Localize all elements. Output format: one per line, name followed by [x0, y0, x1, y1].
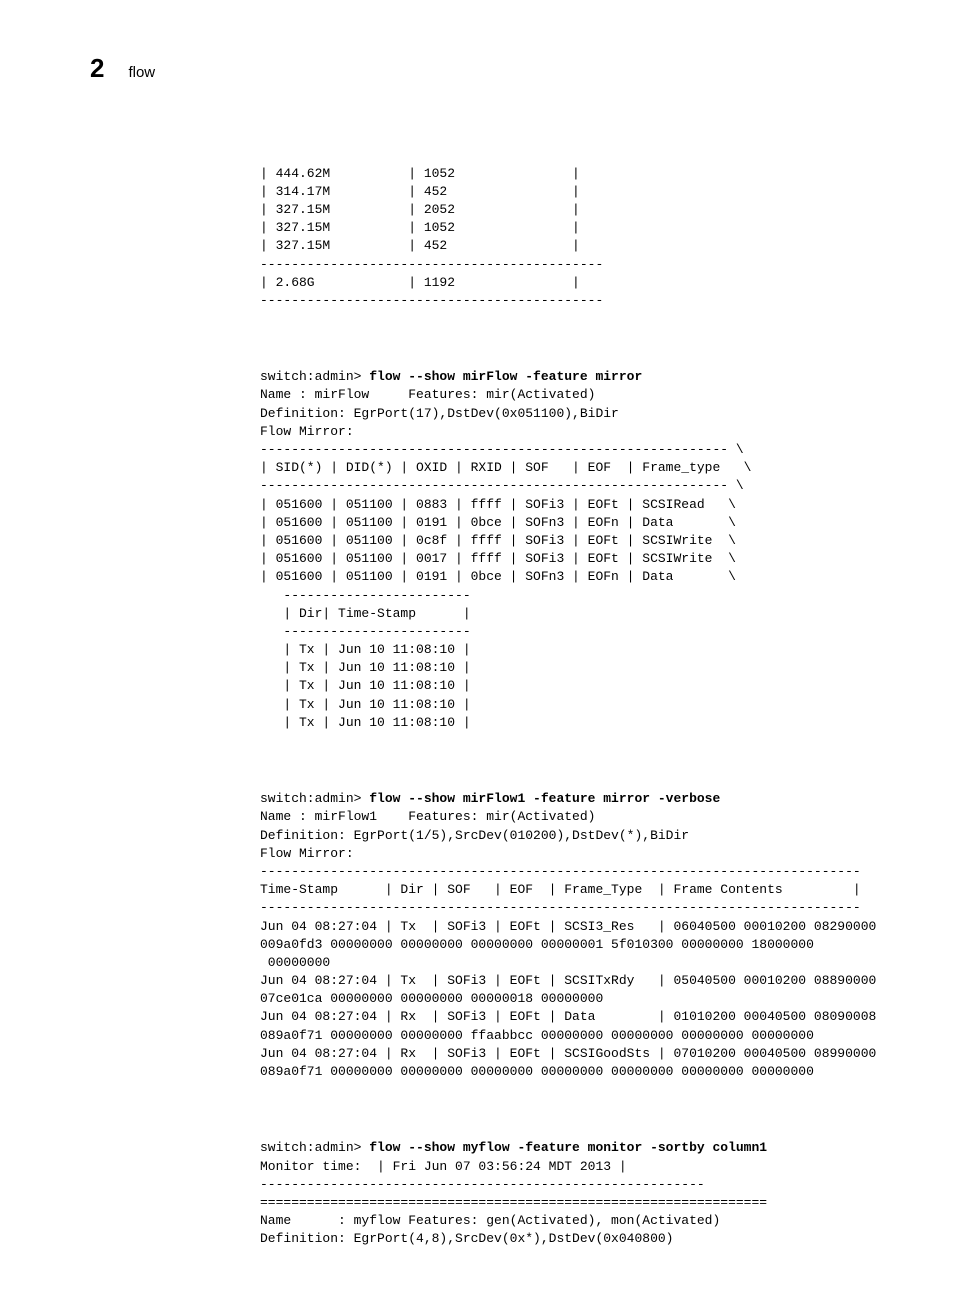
line: ------------------------: [260, 624, 471, 639]
line: 089a0f71 00000000 00000000 ffaabbcc 0000…: [260, 1028, 814, 1043]
line: | SID(*) | DID(*) | OXID | RXID | SOF | …: [260, 460, 751, 475]
line: | 327.15M | 2052 |: [260, 202, 580, 217]
line: Definition: EgrPort(4,8),SrcDev(0x*),Dst…: [260, 1231, 673, 1246]
line: | 327.15M | 1052 |: [260, 220, 580, 235]
prompt: switch:admin>: [260, 1140, 369, 1155]
line: ------------------------: [260, 588, 471, 603]
page-title: flow: [128, 62, 155, 83]
prompt: switch:admin>: [260, 791, 369, 806]
line: Monitor time: | Fri Jun 07 03:56:24 MDT …: [260, 1159, 627, 1174]
line: | 051600 | 051100 | 0c8f | ffff | SOFi3 …: [260, 533, 736, 548]
line: Name : myflow Features: gen(Activated), …: [260, 1213, 720, 1228]
line: | Dir| Time-Stamp |: [260, 606, 471, 621]
line: 089a0f71 00000000 00000000 00000000 0000…: [260, 1064, 814, 1079]
myflow-monitor-block: switch:admin> flow --show myflow -featur…: [260, 1121, 894, 1248]
command: flow --show mirFlow1 -feature mirror -ve…: [369, 791, 720, 806]
line: | 051600 | 051100 | 0883 | ffff | SOFi3 …: [260, 497, 736, 512]
line: | Tx | Jun 10 11:08:10 |: [260, 715, 471, 730]
line: | 051600 | 051100 | 0017 | ffff | SOFi3 …: [260, 551, 736, 566]
line: Jun 04 08:27:04 | Rx | SOFi3 | EOFt | SC…: [260, 1046, 876, 1061]
line: Name : mirFlow Features: mir(Activated): [260, 387, 595, 402]
line: ========================================…: [260, 1195, 767, 1210]
line: Flow Mirror:: [260, 424, 354, 439]
line: 009a0fd3 00000000 00000000 00000000 0000…: [260, 937, 814, 952]
line: Flow Mirror:: [260, 846, 354, 861]
line: Jun 04 08:27:04 | Rx | SOFi3 | EOFt | Da…: [260, 1009, 876, 1024]
line: Definition: EgrPort(1/5),SrcDev(010200),…: [260, 828, 689, 843]
line: ----------------------------------------…: [260, 864, 861, 879]
mirflow-block: switch:admin> flow --show mirFlow -featu…: [260, 350, 894, 732]
command: flow --show myflow -feature monitor -sor…: [369, 1140, 767, 1155]
line: ----------------------------------------…: [260, 478, 744, 493]
line: | 314.17M | 452 |: [260, 184, 580, 199]
line: ----------------------------------------…: [260, 900, 861, 915]
line: ----------------------------------------…: [260, 442, 744, 457]
line: ----------------------------------------…: [260, 257, 603, 272]
line: | 051600 | 051100 | 0191 | 0bce | SOFn3 …: [260, 569, 736, 584]
line: Definition: EgrPort(17),DstDev(0x051100)…: [260, 406, 619, 421]
line: Jun 04 08:27:04 | Tx | SOFi3 | EOFt | SC…: [260, 973, 876, 988]
line: | Tx | Jun 10 11:08:10 |: [260, 697, 471, 712]
line: | 051600 | 051100 | 0191 | 0bce | SOFn3 …: [260, 515, 736, 530]
line: Jun 04 08:27:04 | Tx | SOFi3 | EOFt | SC…: [260, 919, 876, 934]
prompt: switch:admin>: [260, 369, 369, 384]
mirflow1-verbose-block: switch:admin> flow --show mirFlow1 -feat…: [260, 772, 894, 1081]
line: | Tx | Jun 10 11:08:10 |: [260, 642, 471, 657]
line: Time-Stamp | Dir | SOF | EOF | Frame_Typ…: [260, 882, 861, 897]
line: 00000000: [260, 955, 330, 970]
line: | 444.62M | 1052 |: [260, 166, 580, 181]
line: ----------------------------------------…: [260, 1177, 705, 1192]
line: ----------------------------------------…: [260, 293, 603, 308]
line: | 327.15M | 452 |: [260, 238, 580, 253]
line: | Tx | Jun 10 11:08:10 |: [260, 660, 471, 675]
page-header: 2 flow: [90, 50, 894, 86]
stats-table-block: | 444.62M | 1052 | | 314.17M | 452 | | 3…: [260, 146, 894, 310]
page-number: 2: [90, 50, 104, 86]
line: Name : mirFlow1 Features: mir(Activated): [260, 809, 595, 824]
line: 07ce01ca 00000000 00000000 00000018 0000…: [260, 991, 603, 1006]
line: | 2.68G | 1192 |: [260, 275, 580, 290]
command: flow --show mirFlow -feature mirror: [369, 369, 642, 384]
line: | Tx | Jun 10 11:08:10 |: [260, 678, 471, 693]
